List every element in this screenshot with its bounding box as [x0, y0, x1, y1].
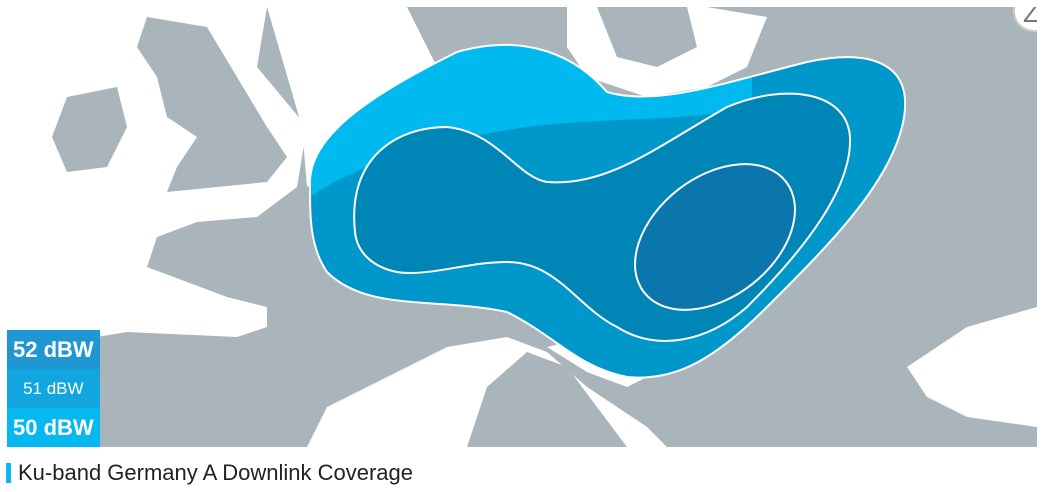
land-areas [52, 7, 697, 447]
scandinavia [407, 7, 697, 67]
coverage-outline [308, 43, 907, 379]
caption-text: Ku-band Germany A Downlink Coverage [18, 460, 413, 485]
coverage-50-sea [309, 44, 752, 197]
legend-52-dbw: 52 dBW [7, 330, 100, 369]
coverage-52-dbw [634, 163, 796, 311]
map-caption: Ku-band Germany A Downlink Coverage [6, 460, 413, 486]
legend-51-dbw: 51 dBW [7, 369, 100, 408]
coverage-map[interactable]: Z [7, 7, 1037, 447]
map-graphic [7, 7, 1037, 447]
great-britain [137, 17, 287, 192]
caption-accent-bar [6, 463, 11, 483]
ireland [52, 87, 127, 172]
power-legend: 52 dBW 51 dBW 50 dBW [7, 330, 100, 447]
black-sea [907, 307, 1037, 427]
north-sea [267, 7, 447, 187]
legend-50-dbw: 50 dBW [7, 408, 100, 447]
italy [467, 352, 627, 447]
